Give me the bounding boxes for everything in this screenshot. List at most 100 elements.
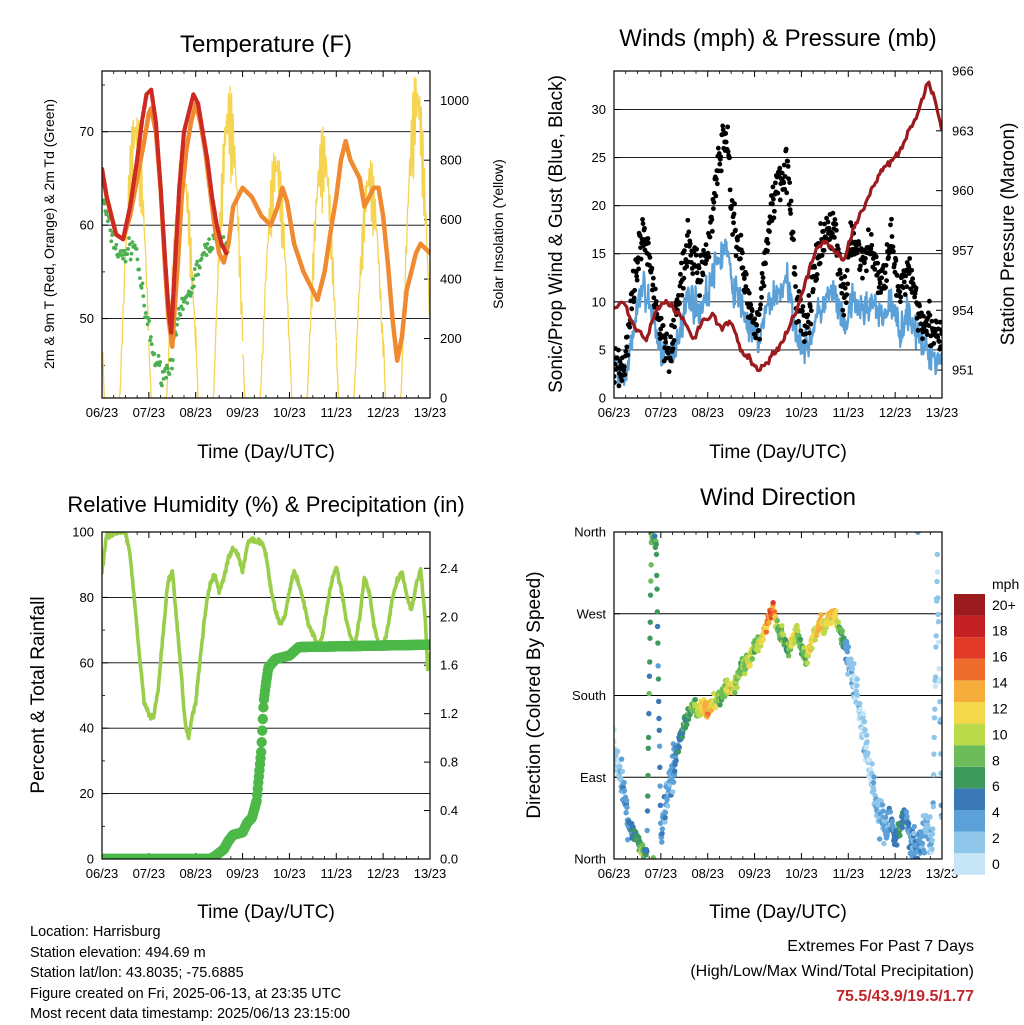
direction-point [929, 831, 936, 837]
gust-point [723, 131, 729, 136]
gust-point [634, 273, 640, 279]
gust-point [938, 327, 942, 333]
gust-point [788, 211, 794, 216]
y2-tick-label: 0.0 [440, 852, 458, 867]
gust-point [927, 312, 933, 318]
gust-point [705, 250, 711, 256]
direction-point [865, 750, 871, 756]
gust-point [806, 330, 812, 336]
gust-point [805, 312, 811, 318]
y2-tick-label: 960 [952, 183, 974, 198]
dewpoint-point [167, 372, 172, 377]
y-tick-label: 50 [80, 311, 94, 326]
gust-point [660, 323, 666, 328]
direction-point [780, 632, 787, 638]
gust-point [738, 256, 743, 262]
dewpoint-point [135, 257, 140, 262]
y2-tick-label: 963 [952, 123, 974, 138]
gust-point [787, 180, 793, 186]
dewpoint-point [196, 272, 201, 277]
x-tick-label: 07/23 [645, 405, 678, 420]
gust-point [814, 272, 820, 277]
gust-point [757, 306, 763, 312]
x-tick-label: 11/23 [832, 405, 864, 420]
x-tick-label: 13/23 [414, 866, 447, 881]
x-tick-label: 09/23 [738, 405, 771, 420]
dewpoint-point [164, 375, 169, 380]
direction-xlabel: Time (Day/UTC) [709, 902, 847, 923]
y2-tick-label: 0 [440, 391, 447, 406]
direction-point [618, 756, 625, 762]
y2-tick-label: 200 [440, 331, 462, 346]
direction-point [712, 704, 719, 711]
y2-tick-label: 1000 [440, 93, 469, 108]
x-tick-label: 12/23 [367, 866, 400, 881]
gust-point [917, 303, 922, 309]
gust-point [779, 170, 785, 176]
x-tick-label: 10/23 [273, 866, 306, 881]
legend-swatch [954, 788, 985, 810]
gust-point [743, 284, 749, 289]
dewpoint-point [202, 250, 206, 255]
gust-point [844, 267, 850, 273]
gust-point [727, 187, 733, 193]
gust-point [800, 308, 805, 314]
gust-point [902, 292, 908, 297]
direction-point [770, 600, 776, 606]
gust-point [740, 265, 746, 271]
gust-point [863, 268, 869, 274]
gust-point [842, 285, 848, 291]
temperature-title: Temperature (F) [180, 31, 352, 58]
dewpoint-point [137, 267, 142, 272]
gust-point [650, 282, 656, 288]
gust-point [765, 248, 770, 254]
dewpoint-point [156, 353, 161, 358]
x-tick-label: 06/23 [86, 866, 119, 881]
direction-point [876, 836, 883, 842]
gust-point [897, 299, 903, 305]
gust-point [748, 302, 754, 308]
direction-title: Wind Direction [700, 484, 856, 511]
gust-point [781, 180, 787, 186]
dewpoint-point [128, 257, 133, 262]
direction-point [797, 636, 804, 643]
direction-point [647, 635, 653, 641]
gust-point [875, 260, 881, 266]
gust-point [931, 340, 937, 346]
direction-point [919, 840, 926, 847]
direction-point [619, 768, 626, 775]
x-tick-label: 11/23 [320, 405, 352, 420]
y2-tick-label: 951 [952, 363, 974, 378]
direction-point [657, 764, 663, 770]
y-tick-label: 20 [592, 198, 606, 213]
gust-point [792, 272, 798, 277]
gust-point [782, 174, 788, 179]
direction-point [809, 645, 815, 652]
gust-point [621, 364, 627, 370]
gust-point [668, 358, 674, 364]
gust-point [703, 242, 709, 248]
dewpoint-point [108, 228, 113, 233]
direction-point [657, 783, 663, 789]
gust-point [808, 321, 814, 327]
gust-point [636, 266, 641, 272]
gust-point [912, 294, 918, 300]
direction-point [904, 813, 910, 820]
gust-point [625, 352, 631, 358]
precip-point [255, 746, 267, 758]
direction-point [854, 676, 860, 682]
legend-swatch [954, 658, 985, 681]
y-tick-label: 40 [80, 721, 94, 736]
gust-point [720, 127, 726, 133]
direction-point [905, 820, 912, 827]
gust-point [723, 139, 729, 145]
direction-point [654, 572, 660, 579]
gust-point [697, 293, 703, 298]
gust-point [767, 229, 772, 234]
x-tick-label: 07/23 [645, 866, 678, 881]
gust-point [781, 162, 787, 168]
gust-point [858, 263, 863, 269]
gust-point [804, 325, 810, 330]
gust-point [688, 252, 694, 258]
direction-point [934, 578, 940, 585]
